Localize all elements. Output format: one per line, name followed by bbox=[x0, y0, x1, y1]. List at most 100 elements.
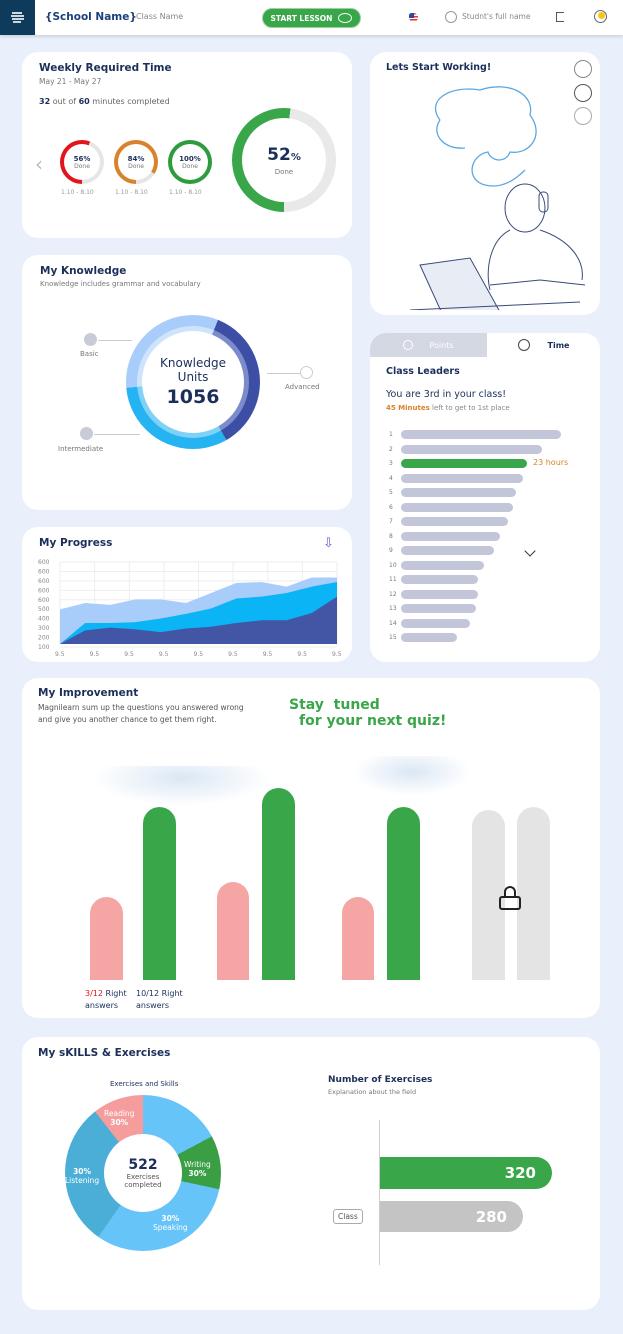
logo[interactable] bbox=[0, 0, 35, 35]
my-improvement-card: My Improvement Magnilearn sum up the que… bbox=[22, 678, 600, 1018]
user-name[interactable]: Studnt's full name bbox=[462, 12, 531, 21]
right-answers-bar bbox=[143, 807, 176, 980]
day-range: 1.10 - 8.10 bbox=[61, 189, 94, 196]
y-tick-label: 400 bbox=[38, 616, 50, 623]
right-answers-label: 10/12 Right answers bbox=[136, 988, 183, 1012]
done-minutes: 32 bbox=[39, 97, 51, 106]
leader-bar bbox=[401, 546, 494, 555]
right-count: 10/12 bbox=[136, 989, 160, 998]
rank-number: 14 bbox=[389, 619, 397, 627]
cloud-2 bbox=[352, 756, 472, 796]
y-tick-label: 600 bbox=[38, 568, 50, 575]
day-progress-ring: 100% Done bbox=[168, 140, 212, 184]
my-time-value: 23 hours bbox=[533, 458, 569, 467]
x-tick-label: 9.5 bbox=[159, 651, 169, 658]
download-icon[interactable]: ⇩ bbox=[323, 536, 334, 551]
leader-bar bbox=[401, 560, 485, 570]
area-series-dark bbox=[60, 596, 337, 644]
segment-speaking: 30% Speaking bbox=[153, 1214, 188, 1232]
total-minutes: 60 bbox=[78, 97, 90, 106]
x-tick-label: 9.5 bbox=[124, 651, 134, 658]
logout-icon[interactable] bbox=[556, 12, 564, 22]
desc-line-1: Magnilearn sum up the questions you answ… bbox=[38, 703, 244, 712]
minutes-summary: 32 out of 60 minutes completed bbox=[39, 97, 170, 106]
my-exercises-bar: 320 bbox=[380, 1157, 552, 1189]
y-tick-label: 500 bbox=[38, 606, 50, 613]
card-title: My Improvement bbox=[38, 687, 139, 699]
rank-number: 4 bbox=[389, 474, 393, 482]
x-tick-label: 9.5 bbox=[297, 651, 307, 658]
user-icon[interactable] bbox=[445, 11, 457, 23]
right-text: Right bbox=[161, 989, 183, 998]
class-exercises-value: 280 bbox=[475, 1207, 507, 1226]
segment-reading: Reading 30% bbox=[104, 1109, 135, 1127]
right-answers-bar bbox=[262, 788, 295, 980]
rank-message: You are 3rd in your class! bbox=[386, 389, 507, 400]
me-label: Me bbox=[405, 468, 416, 476]
rank-number: 10 bbox=[389, 561, 397, 569]
exercises-title: Number of Exercises bbox=[328, 1075, 433, 1085]
x-tick-label: 9.5 bbox=[263, 651, 273, 658]
clock-icon bbox=[517, 339, 530, 351]
desc-line-2: and give you another chance to get them … bbox=[38, 715, 217, 724]
avatar-female-icon[interactable] bbox=[574, 60, 592, 78]
lightbulb-icon[interactable] bbox=[594, 10, 607, 23]
leader-bar bbox=[401, 589, 478, 599]
rank-number: 7 bbox=[389, 518, 393, 525]
x-tick-label: 9.5 bbox=[90, 651, 100, 658]
total-progress-ring: 52% Done bbox=[232, 108, 336, 212]
wrong-answers-bar bbox=[90, 897, 123, 980]
stay-tuned-line-1: Stay tuned bbox=[289, 697, 380, 713]
y-tick-label: 300 bbox=[38, 625, 50, 632]
segment-writing: Writing 30% bbox=[184, 1160, 211, 1178]
minutes-completed: minutes completed bbox=[92, 97, 170, 106]
cloud-1 bbox=[92, 766, 272, 806]
prev-week-arrow[interactable]: ‹ bbox=[35, 152, 43, 176]
start-lesson-button[interactable]: START LESSON bbox=[262, 8, 361, 28]
basic-label: Basic bbox=[80, 350, 99, 358]
lock-icon bbox=[499, 886, 521, 910]
expand-chevron-icon[interactable] bbox=[524, 545, 536, 557]
wrong-answers-bar bbox=[217, 882, 249, 980]
leader-bar bbox=[401, 604, 477, 613]
points-icon bbox=[403, 340, 414, 350]
avatar-male-icon[interactable] bbox=[574, 84, 592, 102]
rank-number: 8 bbox=[389, 532, 393, 540]
minutes-left: 45 Minutes bbox=[386, 404, 430, 412]
leader-bar bbox=[401, 575, 478, 584]
day-percent: 100% bbox=[179, 154, 201, 163]
center-line-2: Units bbox=[177, 370, 209, 384]
avatar-third-icon[interactable] bbox=[574, 107, 592, 125]
rank-number: 9 bbox=[389, 547, 393, 554]
bar-axis bbox=[379, 1120, 380, 1265]
flag-icon[interactable] bbox=[409, 13, 418, 22]
center-line-1: Exercises bbox=[126, 1173, 160, 1181]
school-name: {School Name} bbox=[45, 11, 137, 23]
rank-number: 5 bbox=[389, 489, 393, 496]
wrong-answers-bar bbox=[342, 897, 374, 980]
intermediate-icon bbox=[80, 427, 93, 440]
my-exercises-value: 320 bbox=[504, 1164, 536, 1182]
date-range: May 21 - May 27 bbox=[39, 77, 102, 86]
y-tick-label: 200 bbox=[38, 635, 50, 642]
advanced-label: Advanced bbox=[285, 383, 320, 391]
knowledge-ring: Knowledge Units 1056 bbox=[126, 315, 260, 449]
progress-area-chart: 600 600 600 600 600 500 400 300 200 100 9.5 9.5 9.5 9… bbox=[38, 559, 342, 658]
tab-points[interactable]: Points bbox=[370, 333, 487, 357]
rank-number: 13 bbox=[389, 605, 397, 612]
rank-number: 11 bbox=[389, 576, 397, 583]
wrong-text: Right bbox=[105, 989, 127, 998]
y-tick-label: 100 bbox=[38, 644, 50, 651]
class-label: Class bbox=[333, 1209, 363, 1224]
tab-time[interactable]: Time bbox=[487, 333, 600, 357]
exercises-total: 522 bbox=[128, 1157, 158, 1173]
top-header: {School Name} Class Name START LESSON St… bbox=[0, 0, 623, 35]
day-range: 1.10 - 8.10 bbox=[169, 189, 202, 196]
my-knowledge-card: My Knowledge Knowledge includes grammar … bbox=[22, 255, 352, 510]
wrong-text-2: answers bbox=[85, 1001, 119, 1010]
knowledge-units-value: 1056 bbox=[166, 386, 220, 408]
leader-bar bbox=[401, 531, 501, 541]
tab-points-label: Points bbox=[429, 340, 454, 350]
leader-bar bbox=[401, 502, 513, 512]
rank-number: 6 bbox=[389, 503, 393, 511]
